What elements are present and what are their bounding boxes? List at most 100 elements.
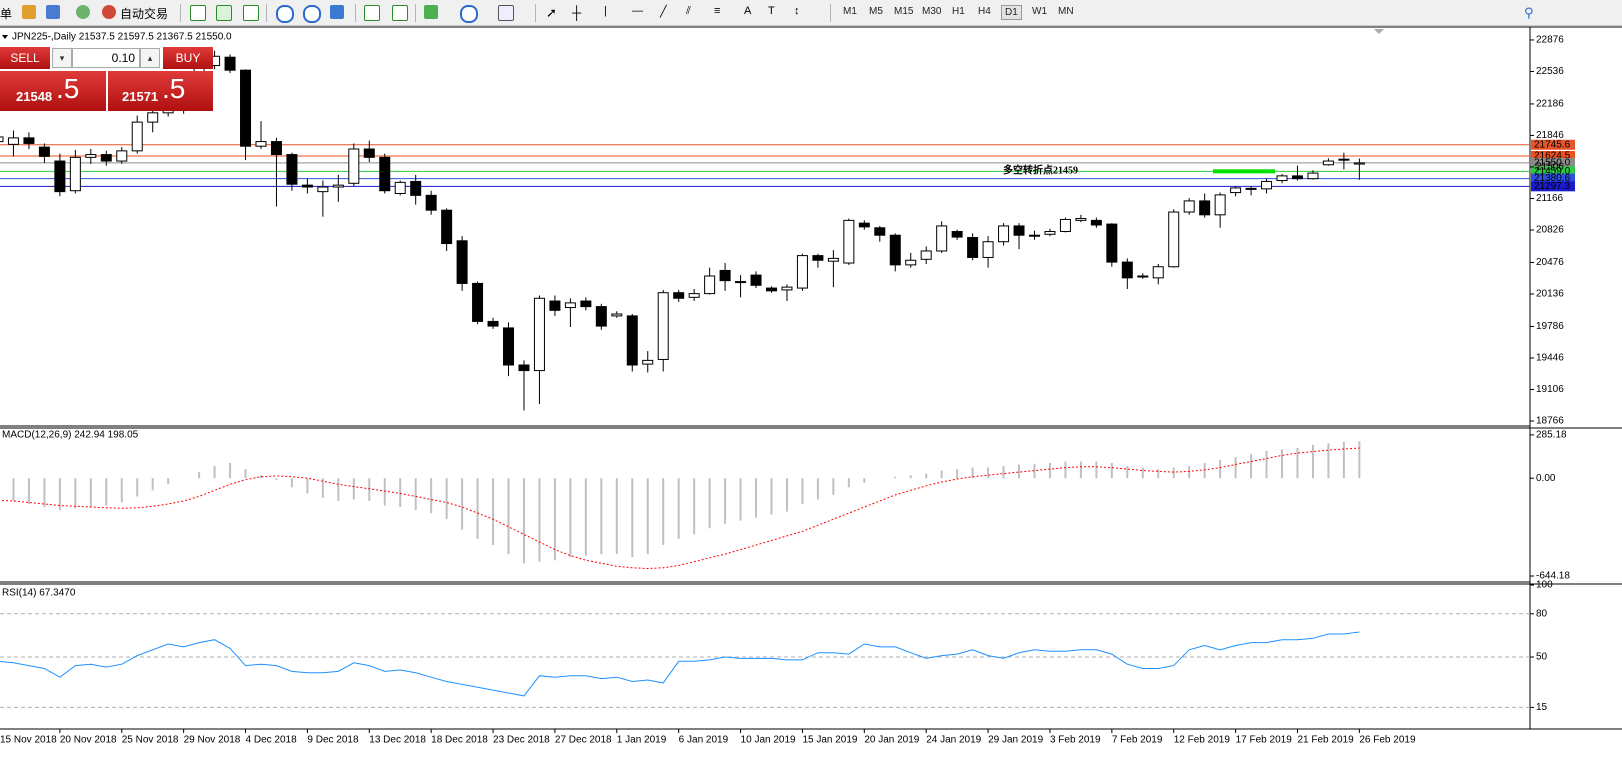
y-tick-label: 80 [1536,608,1548,619]
lot-up[interactable]: ▴ [140,48,160,68]
y-tick-label: 20826 [1536,225,1564,236]
x-tick-label: 21 Feb 2019 [1297,735,1354,746]
candle-body [379,156,391,192]
candle-body [858,222,870,228]
toolbar-icon[interactable] [460,5,478,23]
candle-body [580,300,592,308]
toolbar-icon[interactable] [364,5,380,21]
bid-price[interactable]: 21548 .5 [0,71,106,111]
cursor-tool[interactable]: ➚ [546,5,557,20]
candle-body [781,286,793,291]
toolbar-icon[interactable] [392,5,408,21]
candle-body [1090,219,1102,226]
toolbar-icon[interactable] [330,5,344,19]
price-level-label: 21297.3 [1534,181,1571,192]
timeframe-button[interactable]: D1 [1001,5,1022,20]
timeframe-button[interactable]: M1 [843,6,857,17]
candle-body [1199,200,1211,216]
timeframe-button[interactable]: H1 [952,6,965,17]
x-tick-label: 1 Jan 2019 [617,735,667,746]
toolbar-icon[interactable] [243,5,259,21]
toolbar: 单 自动交易 ➚ ┼ | — ╱ ⫽ ≡ A T ↕ M1 M5 M15 M30… [0,0,1622,26]
candle-body [1214,194,1226,216]
trendline-tool[interactable]: ╱ [660,6,667,18]
separator [535,4,536,22]
y-tick-label: 21166 [1536,193,1564,204]
zoom-in[interactable] [276,5,294,23]
fibo-tool[interactable]: ≡ [714,5,721,17]
candle-body [1059,218,1071,233]
toolbar-icon[interactable] [46,5,60,19]
text-tool[interactable]: A [744,5,752,17]
label-tool[interactable]: T [768,5,775,17]
candle-body [920,250,932,260]
arrow-tool[interactable]: ↕ [794,5,800,17]
toolbar-icon[interactable] [22,5,36,19]
y-tick-label: 20136 [1536,289,1564,300]
timeframe-button[interactable]: W1 [1032,6,1047,17]
macd-signal [0,447,1360,570]
toolbar-icon[interactable] [190,5,206,21]
timeframe-button[interactable]: M15 [894,6,914,17]
candle-body [936,225,948,252]
x-tick-label: 27 Dec 2018 [555,735,612,746]
candle-body [796,255,808,289]
candle-body [889,234,901,266]
rsi-line [0,631,1360,697]
price-level-tag [1531,150,1575,161]
toolbar-icon[interactable] [216,5,232,21]
timeframe-button[interactable]: MN [1058,6,1074,17]
timeframe-button[interactable]: H4 [978,6,991,17]
x-tick-label: 3 Feb 2019 [1050,735,1101,746]
candle-body [905,259,917,266]
plot-background [0,27,1530,729]
vline-tool[interactable]: | [604,5,607,17]
candle-body [54,160,66,193]
candle-body [348,148,360,184]
bid-big: 21548 [16,89,53,104]
indicator-title: RSI(14) 67.3470 [2,588,76,599]
candle-body [750,274,762,286]
ask-price[interactable]: 21571 .5 [108,71,213,111]
y-tick-label: 285.18 [1536,430,1567,441]
crosshair-tool[interactable]: ┼ [572,5,582,20]
zoom-out[interactable] [303,5,321,23]
timeframe-button[interactable]: M5 [869,6,883,17]
hline-tool[interactable]: — [632,5,643,17]
auto-trade-button[interactable]: 自动交易 [120,7,169,21]
turning-point-annotation: 多空转折点21459 [1003,164,1078,177]
lot-down[interactable]: ▾ [52,48,72,68]
x-tick-label: 15 Jan 2019 [802,735,857,746]
x-tick-label: 25 Nov 2018 [122,735,179,746]
toolbar-icon[interactable] [76,5,90,19]
price-level-tag [1531,181,1575,192]
x-tick-label: 29 Jan 2019 [988,735,1043,746]
buy-button[interactable]: BUY [163,47,213,69]
toolbar-icon[interactable] [102,5,116,19]
search-button[interactable]: ⚲ [1524,5,1534,20]
candle-body [1168,211,1180,268]
candle-body [735,281,747,284]
channel-tool[interactable]: ⫽ [686,5,691,17]
y-tick-label: 19106 [1536,384,1564,395]
candle-body [0,136,4,143]
candle-body [255,141,267,147]
candle-body [270,141,282,156]
candle-body [394,181,406,194]
candle-body [1276,175,1288,182]
candle-body [1013,225,1025,236]
candle-body [85,154,97,158]
y-tick-label: 19446 [1536,353,1564,364]
sell-button[interactable]: SELL [0,47,50,69]
lot-input[interactable]: 0.10 [72,48,140,68]
candle-body [657,292,669,360]
price-level-tag [1531,173,1575,184]
toolbar-icon[interactable] [498,5,514,21]
candle-body [688,293,700,298]
timeframe-button[interactable]: M30 [922,6,942,17]
candle-body [595,306,607,327]
candle-body [1106,223,1118,263]
candle-body [564,302,576,309]
toolbar-icon[interactable] [424,5,438,19]
x-tick-label: 9 Dec 2018 [307,735,359,746]
